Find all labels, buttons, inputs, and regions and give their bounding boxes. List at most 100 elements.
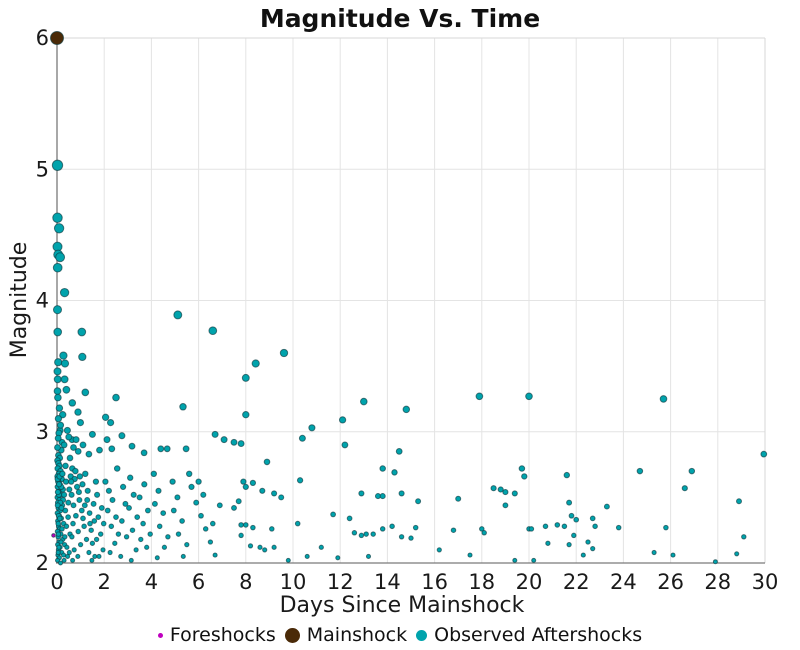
data-point xyxy=(55,252,66,263)
data-point xyxy=(528,526,535,532)
data-point xyxy=(262,547,268,553)
data-point xyxy=(450,527,457,533)
data-point xyxy=(285,557,291,563)
data-point xyxy=(436,547,442,553)
legend-item-mainshock: Mainshock xyxy=(284,624,407,646)
data-point xyxy=(568,512,575,519)
data-point xyxy=(70,520,76,527)
y-tick-label: 5 xyxy=(36,157,49,181)
data-point xyxy=(61,557,67,563)
data-point xyxy=(271,490,278,497)
data-point xyxy=(211,430,219,438)
data-point xyxy=(589,515,596,522)
data-point xyxy=(68,478,75,485)
data-point xyxy=(259,487,266,494)
data-point xyxy=(78,507,85,514)
data-point xyxy=(185,470,193,478)
data-point xyxy=(103,436,111,444)
data-point xyxy=(97,531,104,537)
data-point xyxy=(566,499,573,506)
data-point xyxy=(479,526,485,532)
data-point xyxy=(85,450,93,458)
data-point xyxy=(278,494,285,501)
data-point xyxy=(207,539,214,545)
data-point xyxy=(531,557,537,563)
data-point xyxy=(70,557,76,563)
data-point xyxy=(55,531,62,537)
y-tick-label: 4 xyxy=(36,289,49,313)
x-tick-label: 2 xyxy=(98,570,111,594)
y-tick-label: 6 xyxy=(36,26,49,50)
data-point xyxy=(395,448,403,455)
data-point xyxy=(119,483,127,491)
x-tick-label: 16 xyxy=(421,570,448,594)
data-point xyxy=(636,467,644,475)
data-point xyxy=(92,553,98,559)
data-point xyxy=(62,534,68,540)
foreshocks-marker-icon xyxy=(157,632,163,638)
data-point xyxy=(279,348,289,358)
data-point xyxy=(118,553,124,559)
data-point xyxy=(55,481,63,488)
data-point xyxy=(151,500,158,507)
data-point xyxy=(563,471,570,479)
y-axis-label: Magnitude xyxy=(7,242,32,359)
data-point xyxy=(98,504,105,511)
x-tick-label: 18 xyxy=(468,570,495,594)
data-point xyxy=(269,526,275,532)
data-point xyxy=(72,467,79,475)
data-point xyxy=(318,544,324,550)
data-point xyxy=(398,534,405,540)
data-point xyxy=(87,520,93,527)
data-point xyxy=(59,470,66,478)
data-point xyxy=(83,536,90,543)
x-tick-label: 14 xyxy=(374,570,401,594)
data-point xyxy=(65,433,73,441)
data-point xyxy=(62,462,69,470)
data-point xyxy=(150,470,158,478)
y-tick-label: 2 xyxy=(36,551,49,575)
data-point xyxy=(193,499,200,506)
data-point xyxy=(475,392,484,401)
data-point xyxy=(81,502,88,509)
data-point xyxy=(78,352,87,362)
data-point xyxy=(370,531,376,537)
data-point xyxy=(59,351,68,360)
x-tick-label: 6 xyxy=(192,570,205,594)
data-point xyxy=(365,553,372,559)
data-point xyxy=(62,478,70,485)
data-point xyxy=(130,491,137,498)
data-point xyxy=(76,473,84,480)
data-point xyxy=(138,536,144,543)
data-point xyxy=(76,497,83,503)
data-point xyxy=(481,530,487,536)
data-point xyxy=(179,518,185,524)
data-point xyxy=(512,557,518,563)
data-point xyxy=(271,544,277,550)
data-point xyxy=(119,518,125,524)
data-point xyxy=(55,549,61,556)
data-point xyxy=(77,327,87,337)
data-point xyxy=(195,478,202,485)
data-point xyxy=(169,478,176,485)
data-point xyxy=(59,287,70,298)
data-point xyxy=(76,418,85,427)
data-point xyxy=(96,553,102,559)
data-point xyxy=(107,549,113,556)
data-point xyxy=(53,367,62,376)
data-point xyxy=(128,557,134,563)
data-point xyxy=(54,414,63,423)
data-point xyxy=(92,478,100,485)
data-point xyxy=(566,541,572,548)
data-point xyxy=(580,552,586,558)
data-point xyxy=(351,530,358,536)
data-point xyxy=(88,527,94,533)
data-point xyxy=(81,523,87,530)
data-point xyxy=(106,418,115,427)
mainshock-marker-icon xyxy=(284,627,300,643)
data-point xyxy=(179,403,187,411)
data-point xyxy=(741,534,747,540)
data-point xyxy=(298,434,306,442)
data-point xyxy=(338,416,347,424)
data-point xyxy=(360,397,368,406)
